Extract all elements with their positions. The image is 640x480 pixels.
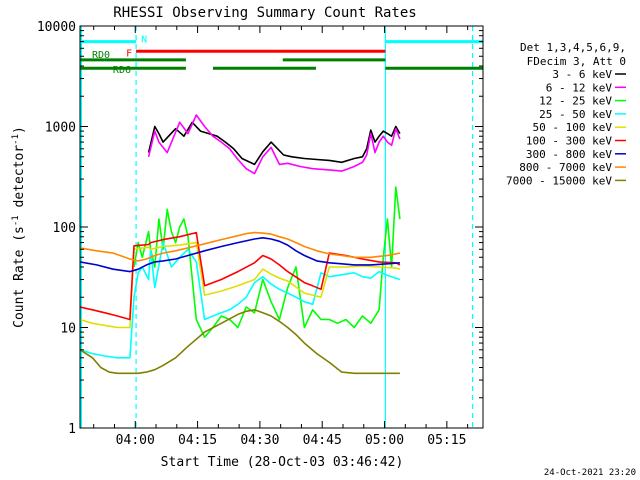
y-axis-label-end: ) [12, 126, 27, 134]
series-line-7000-15000-kev [80, 308, 400, 375]
series-line-300-800-kev [80, 237, 400, 273]
state-bar-label-rd0: RD0 [92, 50, 110, 61]
x-tick-label-04-15: 04:15 [178, 433, 217, 448]
y-axis-label-sup: -1 [11, 215, 21, 226]
x-tick-label-04-30: 04:30 [240, 433, 279, 448]
y-axis-label-main: Count Rate (s [12, 226, 27, 328]
state-bar-label-n: N [141, 35, 147, 46]
x-tick-label-04-00: 04:00 [116, 433, 155, 448]
y-tick-label-10: 10 [60, 322, 76, 337]
legend-label-800-7000-kev: 800 - 7000 keV [519, 161, 612, 174]
series-line-25-50-kev [80, 241, 401, 359]
series-line-800-7000-kev [80, 231, 401, 262]
legend-label-300-800-kev: 300 - 800 keV [526, 148, 612, 161]
state-bar-label-rd6: RD6 [113, 65, 131, 76]
legend-label-7000-15000-kev: 7000 - 15000 keV [506, 174, 612, 187]
y-tick-label-1000: 1000 [45, 121, 76, 136]
y-axis-label-sup2: -1 [11, 134, 21, 145]
legend-label-3-6-kev: 3 - 6 keV [552, 68, 612, 81]
footer-timestamp: 24-Oct-2021 23:20 [544, 468, 636, 478]
state-bar-label-f: F [126, 48, 132, 59]
legend-label-50-100-kev: 50 - 100 keV [533, 121, 613, 134]
y-tick-label-1: 1 [68, 422, 76, 437]
y-tick-label-100: 100 [53, 221, 76, 236]
series-line-6-12-kev [147, 114, 401, 175]
legend-label-6-12-kev: 6 - 12 keV [546, 81, 613, 94]
legend-label-12-25-kev: 12 - 25 keV [539, 95, 612, 108]
y-axis-label-tail: detector [12, 145, 27, 216]
axes: 04:00 04:15 04:30 04:45 05:00 05:15 1 10 100 1000… [37, 20, 483, 448]
x-tick-label-05-15: 05:15 [427, 433, 466, 448]
x-tick-label-05-00: 05:00 [365, 433, 404, 448]
x-axis-label: Start Time (28-Oct-03 03:46:42) [161, 455, 404, 470]
y-axis-label: Count Rate (s-1 detector-1) [11, 126, 27, 328]
legend-header-2: FDecim 3, Att 0 [527, 55, 626, 68]
legend-label-25-50-kev: 25 - 50 keV [539, 108, 612, 121]
y-tick-label-10000: 10000 [37, 20, 76, 35]
x-tick-label-04-45: 04:45 [303, 433, 342, 448]
legend: Det 1,3,4,5,6,9,FDecim 3, Att 03 - 6 keV… [506, 41, 626, 187]
legend-label-100-300-kev: 100 - 300 keV [526, 135, 612, 148]
legend-header-1: Det 1,3,4,5,6,9, [520, 41, 626, 54]
chart-title: RHESSI Observing Summary Count Rates [113, 5, 416, 21]
